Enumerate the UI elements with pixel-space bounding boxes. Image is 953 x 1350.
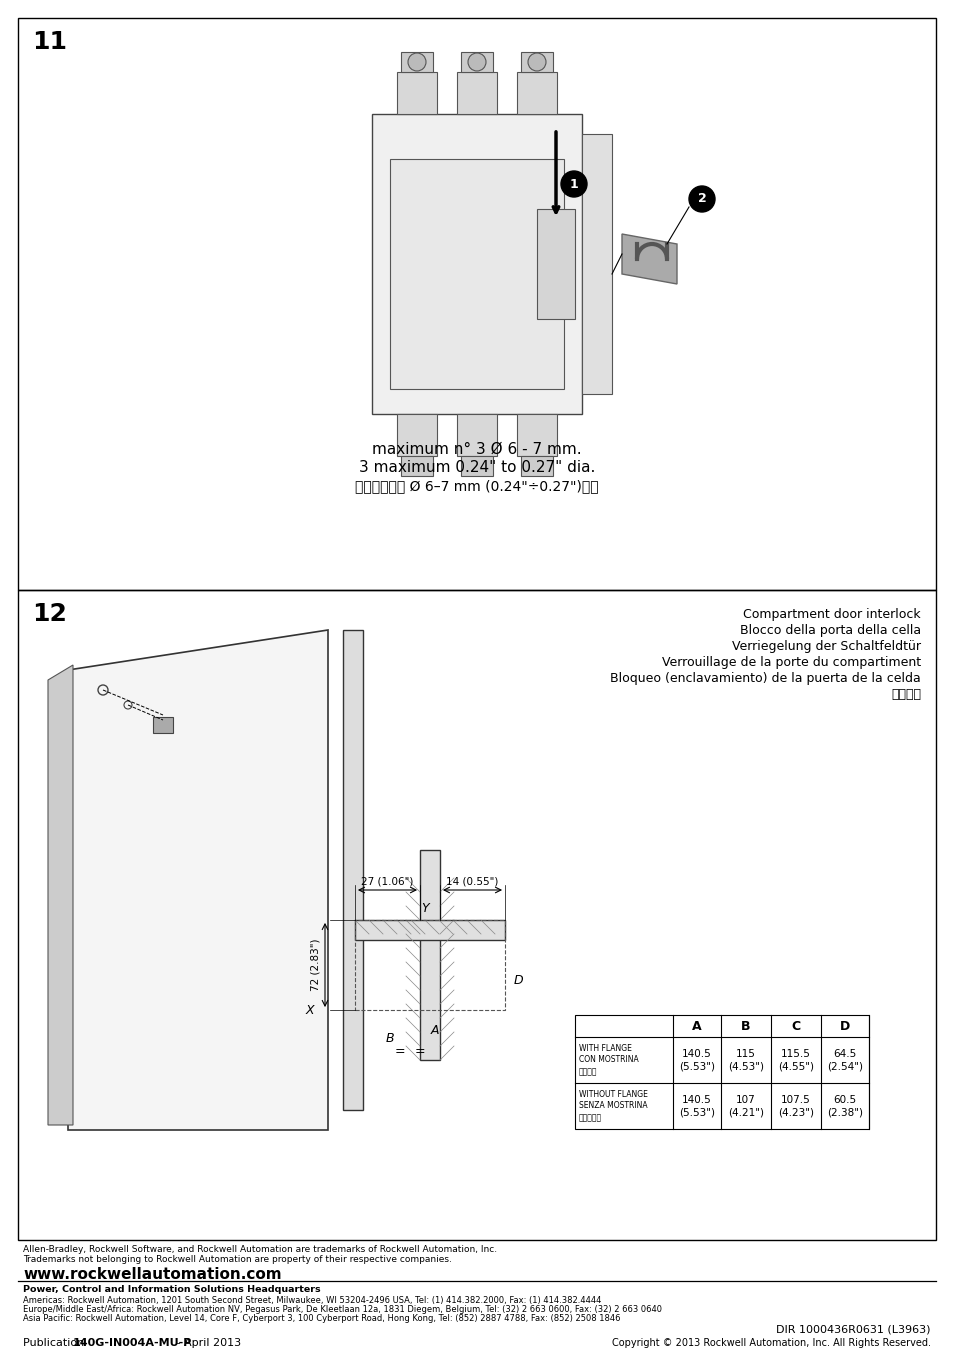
Text: 72 (2.83"): 72 (2.83") xyxy=(311,938,320,991)
Bar xyxy=(396,72,436,113)
Text: Americas: Rockwell Automation, 1201 South Second Street, Milwaukee, WI 53204-249: Americas: Rockwell Automation, 1201 Sout… xyxy=(23,1296,600,1305)
Bar xyxy=(355,919,504,940)
Bar xyxy=(390,159,563,389)
Text: Verriegelung der Schaltfeldtür: Verriegelung der Schaltfeldtür xyxy=(731,640,920,653)
Circle shape xyxy=(468,53,485,72)
Text: 11: 11 xyxy=(32,30,67,54)
Text: 60.5
(2.38"): 60.5 (2.38") xyxy=(826,1095,862,1118)
Text: DIR 1000436R0631 (L3963): DIR 1000436R0631 (L3963) xyxy=(776,1324,930,1335)
Polygon shape xyxy=(68,630,328,1130)
Text: =: = xyxy=(415,1045,425,1058)
Bar xyxy=(575,1015,868,1129)
Text: D: D xyxy=(839,1019,849,1033)
Text: WITHOUT FLANGE
SENZA MOSTRINA
不带法兰：: WITHOUT FLANGE SENZA MOSTRINA 不带法兰： xyxy=(578,1089,647,1122)
Text: B: B xyxy=(740,1019,750,1033)
Text: C: C xyxy=(791,1019,800,1033)
Text: Copyright © 2013 Rockwell Automation, Inc. All Rights Reserved.: Copyright © 2013 Rockwell Automation, In… xyxy=(612,1338,930,1349)
Text: - April 2013: - April 2013 xyxy=(172,1338,241,1349)
Text: 64.5
(2.54"): 64.5 (2.54") xyxy=(826,1049,862,1071)
Text: 14 (0.55"): 14 (0.55") xyxy=(446,876,498,886)
Text: A: A xyxy=(431,1023,438,1037)
Text: Verrouillage de la porte du compartiment: Verrouillage de la porte du compartiment xyxy=(661,656,920,670)
Text: Blocco della porta della cella: Blocco della porta della cella xyxy=(740,624,920,637)
Text: 115
(4.53"): 115 (4.53") xyxy=(727,1049,763,1071)
Bar xyxy=(372,113,581,414)
Text: 140.5
(5.53"): 140.5 (5.53") xyxy=(679,1095,714,1118)
Circle shape xyxy=(527,53,545,72)
Bar xyxy=(18,18,935,590)
Bar xyxy=(537,209,575,319)
Bar xyxy=(343,630,363,1110)
Text: 115.5
(4.55"): 115.5 (4.55") xyxy=(778,1049,813,1071)
Bar xyxy=(456,72,497,113)
Circle shape xyxy=(688,186,714,212)
Bar xyxy=(517,414,557,456)
Text: Trademarks not belonging to Rockwell Automation are property of their respective: Trademarks not belonging to Rockwell Aut… xyxy=(23,1256,452,1264)
Bar xyxy=(517,72,557,113)
Bar xyxy=(581,134,612,394)
Text: maximum n° 3 Ø 6 - 7 mm.: maximum n° 3 Ø 6 - 7 mm. xyxy=(372,441,581,458)
Bar xyxy=(520,53,553,72)
Text: D: D xyxy=(513,973,522,987)
Text: B: B xyxy=(385,1031,394,1045)
Text: 27 (1.06"): 27 (1.06") xyxy=(361,876,414,886)
Text: Y: Y xyxy=(420,902,428,914)
Text: 2: 2 xyxy=(697,193,705,205)
Text: Publication: Publication xyxy=(23,1338,88,1349)
Bar xyxy=(400,456,433,477)
Text: Europe/Middle East/Africa: Rockwell Automation NV, Pegasus Park, De Kleetlaan 12: Europe/Middle East/Africa: Rockwell Auto… xyxy=(23,1305,661,1314)
Polygon shape xyxy=(48,666,73,1125)
Text: www.rockwellautomation.com: www.rockwellautomation.com xyxy=(23,1268,281,1282)
Text: 最多可挂三把 Ø 6–7 mm (0.24"÷0.27")的锁: 最多可挂三把 Ø 6–7 mm (0.24"÷0.27")的锁 xyxy=(355,479,598,493)
Bar xyxy=(400,53,433,72)
Text: =: = xyxy=(395,1045,405,1058)
Text: 107.5
(4.23"): 107.5 (4.23") xyxy=(778,1095,813,1118)
Text: Power, Control and Information Solutions Headquarters: Power, Control and Information Solutions… xyxy=(23,1285,320,1295)
Bar xyxy=(520,456,553,477)
Bar xyxy=(18,590,935,1241)
Bar xyxy=(396,414,436,456)
Bar xyxy=(460,53,493,72)
Text: Asia Pacific: Rockwell Automation, Level 14, Core F, Cyberport 3, 100 Cyberport : Asia Pacific: Rockwell Automation, Level… xyxy=(23,1314,619,1323)
Text: 3 maximum 0.24" to 0.27" dia.: 3 maximum 0.24" to 0.27" dia. xyxy=(358,460,595,475)
Text: Allen-Bradley, Rockwell Software, and Rockwell Automation are trademarks of Rock: Allen-Bradley, Rockwell Software, and Ro… xyxy=(23,1245,497,1254)
Text: X: X xyxy=(305,1003,314,1017)
Text: 107
(4.21"): 107 (4.21") xyxy=(727,1095,763,1118)
Text: 1: 1 xyxy=(569,177,578,190)
Bar xyxy=(460,456,493,477)
Text: 12: 12 xyxy=(32,602,67,626)
Bar xyxy=(419,850,439,1060)
Bar xyxy=(456,414,497,456)
Polygon shape xyxy=(621,234,677,284)
Text: 140.5
(5.53"): 140.5 (5.53") xyxy=(679,1049,714,1071)
Text: Bloqueo (enclavamiento) de la puerta de la celda: Bloqueo (enclavamiento) de la puerta de … xyxy=(610,672,920,684)
Text: Compartment door interlock: Compartment door interlock xyxy=(742,608,920,621)
Bar xyxy=(152,717,172,733)
Circle shape xyxy=(408,53,426,72)
Circle shape xyxy=(560,171,586,197)
Text: 140G-IN004A-MU-P: 140G-IN004A-MU-P xyxy=(73,1338,193,1349)
Text: 室门联锁: 室门联锁 xyxy=(890,688,920,701)
Text: A: A xyxy=(692,1019,701,1033)
Text: WITH FLANGE
CON MOSTRINA
带法兰：: WITH FLANGE CON MOSTRINA 带法兰： xyxy=(578,1044,639,1076)
